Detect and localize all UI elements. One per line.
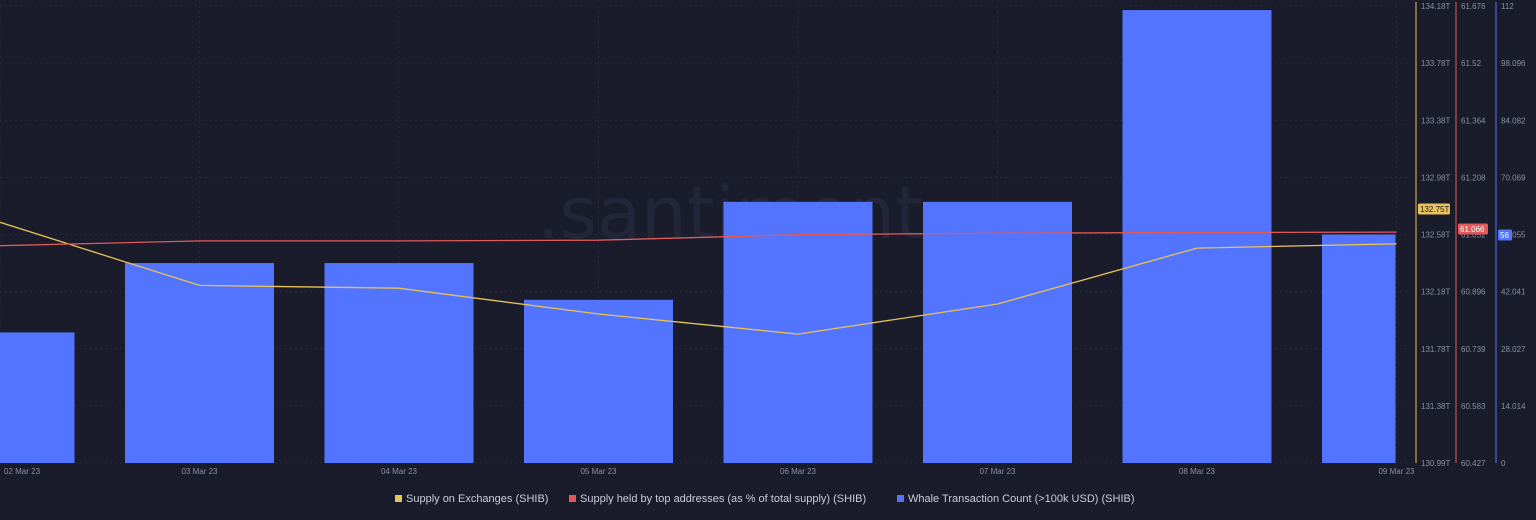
date-tick: 05 Mar 23 <box>580 467 617 476</box>
supply-axis-tick: 131.78T <box>1421 345 1450 354</box>
y-axes: 134.18T 133.78T 133.38T 132.98T 132.58T 132.1… <box>1415 2 1526 468</box>
count-axis-tick: 0 <box>1501 459 1506 468</box>
percent-axis-tick: 60.583 <box>1461 402 1486 411</box>
percent-axis-tick: 61.676 <box>1461 2 1486 11</box>
legend-label-2: Whale Transaction Count (>100k USD) (SHI… <box>908 493 1135 505</box>
count-axis-tick: 42.041 <box>1501 288 1526 297</box>
date-tick: 06 Mar 23 <box>780 467 817 476</box>
percent-axis-tick: 60.896 <box>1461 288 1486 297</box>
supply-axis-tick: 133.78T <box>1421 59 1450 68</box>
whale-bar <box>923 201 1072 463</box>
last-value-badges: 132.75T 61.066 56 <box>1418 203 1512 241</box>
legend-label-0: Supply on Exchanges (SHIB) <box>406 493 548 505</box>
top-addresses-supply-line <box>0 231 1397 247</box>
date-tick: 02 Mar 23 <box>4 467 41 476</box>
percent-axis-tick: 61.364 <box>1461 116 1486 125</box>
supply-axis-tick: 133.38T <box>1421 116 1450 125</box>
whale-bar <box>723 201 873 463</box>
count-axis-tick: 112 <box>1501 2 1514 11</box>
percent-axis-tick: 61.052 <box>1461 231 1486 240</box>
date-tick: 09 Mar 23 <box>1378 467 1415 476</box>
legend-swatch-1 <box>569 495 576 502</box>
supply-axis-tick: 132.98T <box>1421 173 1450 182</box>
supply-axis-tick: 131.38T <box>1421 402 1450 411</box>
date-tick: 03 Mar 23 <box>181 467 218 476</box>
supply-badge-text: 132.75T <box>1420 205 1449 214</box>
whale-bar <box>1322 234 1396 463</box>
legend-swatch-2 <box>897 495 904 502</box>
whale-bar <box>0 332 75 463</box>
count-axis-tick: 70.069 <box>1501 173 1526 182</box>
supply-axis-tick: 134.18T <box>1421 2 1450 11</box>
x-axis-date-ticks: 02 Mar 23 03 Mar 23 04 Mar 23 05 Mar 23 06 M… <box>4 467 1415 476</box>
count-axis-tick: 56.055 <box>1501 231 1526 240</box>
supply-axis-tick: 132.18T <box>1421 288 1450 297</box>
whale-bar <box>125 263 274 463</box>
date-tick: 07 Mar 23 <box>979 467 1016 476</box>
percent-axis-tick: 60.427 <box>1461 459 1486 468</box>
percent-axis-tick: 61.208 <box>1461 173 1486 182</box>
supply-axis-tick: 132.58T <box>1421 231 1450 240</box>
legend-label-1: Supply held by top addresses (as % of to… <box>580 493 866 505</box>
series-lines <box>0 221 1397 335</box>
legend: Supply on Exchanges (SHIB) Supply held by… <box>395 493 1135 505</box>
supply-on-exchanges-line <box>0 221 1397 335</box>
count-badge <box>1498 229 1512 241</box>
legend-swatch-0 <box>395 495 402 502</box>
supply-axis-tick: 130.99T <box>1421 459 1450 468</box>
whale-bar <box>524 299 673 463</box>
count-badge-text: 56 <box>1500 231 1509 240</box>
count-axis-tick: 84.082 <box>1501 116 1526 125</box>
whale-bar <box>324 263 474 463</box>
count-axis-tick: 14.014 <box>1501 402 1526 411</box>
percent-axis-tick: 61.52 <box>1461 59 1482 68</box>
percent-badge-text: 61.066 <box>1460 225 1485 234</box>
date-tick: 04 Mar 23 <box>381 467 418 476</box>
supply-badge <box>1418 203 1450 215</box>
count-axis-tick: 98.096 <box>1501 59 1526 68</box>
percent-axis-tick: 60.739 <box>1461 345 1486 354</box>
count-axis-tick: 28.027 <box>1501 345 1526 354</box>
whale-transaction-bars <box>0 10 1396 464</box>
percent-badge <box>1458 223 1488 235</box>
date-tick: 08 Mar 23 <box>1179 467 1216 476</box>
whale-bar <box>1122 10 1272 464</box>
